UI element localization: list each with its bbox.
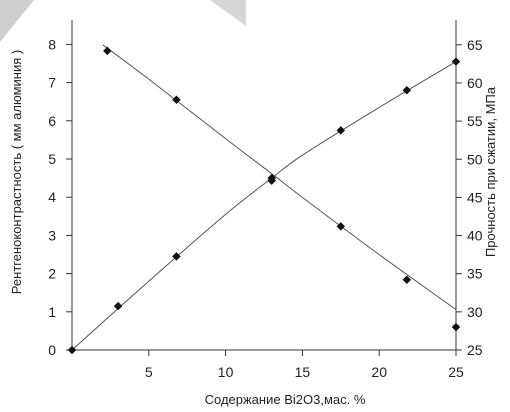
left-y-tick-label: 3	[48, 227, 56, 243]
radiopacity-data-point	[451, 57, 461, 66]
left-y-tick-label: 6	[48, 113, 56, 129]
left-y-tick-label: 0	[48, 342, 56, 358]
strength-data-point	[336, 222, 346, 231]
right-y-tick-label: 30	[467, 304, 483, 320]
left-y-tick-label: 7	[48, 75, 56, 91]
radiopacity-data-point	[113, 301, 123, 311]
right-y-tick-label: 60	[467, 75, 483, 91]
x-tick-label: 15	[295, 364, 311, 380]
left-y-tick-label: 8	[48, 36, 56, 52]
left-y-tick-label: 5	[48, 151, 56, 167]
radiopacity-data-point	[172, 252, 181, 261]
right-y-tick-label: 40	[467, 228, 483, 244]
right-y-tick-label: 55	[467, 113, 483, 129]
strength-fit-line	[102, 44, 457, 311]
radiopacity-data-point	[402, 85, 412, 95]
right-y-tick-label: 35	[467, 266, 483, 282]
right-y-tick-label: 50	[467, 151, 483, 167]
left-y-axis-label: Рентгеноконтрастность ( мм алюминия )	[9, 50, 24, 294]
left-y-tick-label: 2	[48, 266, 56, 282]
right-y-tick-label: 45	[467, 189, 483, 205]
left-y-tick-label: 1	[48, 304, 56, 320]
x-tick-label: 20	[371, 364, 387, 380]
strength-data-point	[402, 275, 412, 285]
right-y-tick-label: 25	[467, 342, 483, 358]
x-tick-label: 5	[145, 364, 153, 380]
radiopacity-fit-line	[71, 61, 457, 351]
radiopacity-data-point	[67, 345, 77, 355]
edge-shadow-artifact	[210, 0, 246, 26]
strength-data-point	[103, 46, 112, 56]
corner-shadow-artifact	[0, 0, 34, 42]
x-tick-label: 25	[448, 364, 464, 380]
strength-data-point	[267, 176, 276, 185]
x-axis-label: Содержание Bi2O3,мас. %	[205, 392, 366, 407]
left-y-tick-label: 4	[48, 189, 56, 205]
strength-data-point	[172, 95, 181, 104]
strength-data-point	[451, 322, 461, 332]
right-y-tick-label: 65	[467, 37, 483, 53]
right-y-axis-label: Прочность при сжатии, МПа	[483, 86, 498, 257]
x-tick-label: 10	[218, 364, 234, 380]
